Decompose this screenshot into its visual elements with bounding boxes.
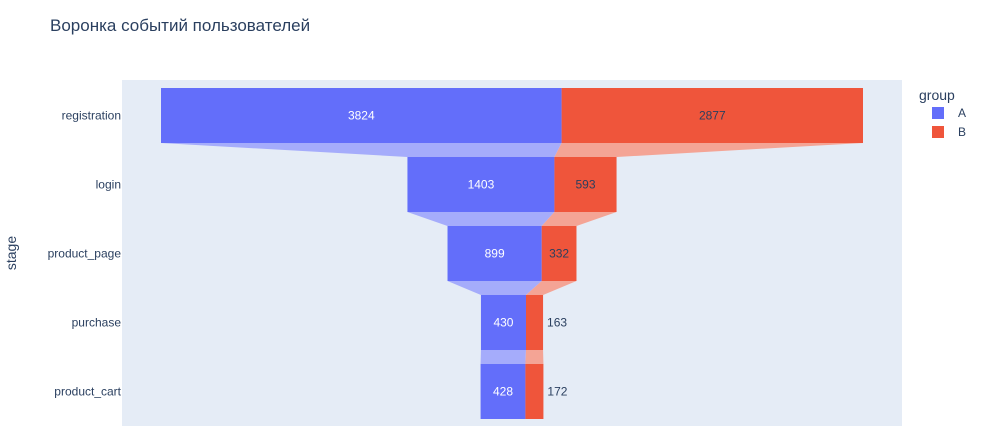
bar-label-a-product_cart: 428 (493, 385, 513, 399)
bar-label-a-registration: 3824 (348, 109, 375, 123)
bar-label-a-purchase: 430 (493, 316, 513, 330)
bar-label-b-login: 593 (575, 178, 595, 192)
legend-label-B[interactable]: B (958, 125, 966, 139)
connector-a (161, 143, 562, 157)
bar-layer (161, 88, 863, 419)
bar-a-purchase[interactable] (480, 295, 526, 350)
bar-b-registration[interactable] (561, 88, 863, 143)
bar-a-product_cart[interactable] (480, 364, 526, 419)
y-axis-title: stage (3, 236, 19, 270)
connector-a (480, 350, 526, 364)
bar-a-registration[interactable] (161, 88, 562, 143)
bar-a-product_page[interactable] (447, 226, 542, 281)
bar-label-layer: 3824 2877 1403 593 899 332 430 163 428 172 (348, 109, 726, 399)
connector-b (525, 281, 577, 295)
legend-swatch-A[interactable] (932, 107, 944, 119)
bar-label-a-product_page: 899 (485, 247, 505, 261)
chart-title: Воронка событий пользователей (50, 16, 310, 35)
connector-a (407, 212, 555, 226)
bar-b-login[interactable] (554, 157, 617, 212)
bar-label-a-login: 1403 (468, 178, 495, 192)
y-tick-product_cart: product_cart (54, 385, 121, 399)
legend-swatch-B[interactable] (932, 126, 944, 138)
legend-title: group (919, 87, 955, 103)
bar-b-product_page[interactable] (541, 226, 577, 281)
bar-b-purchase[interactable] (525, 295, 544, 350)
y-axis-ticks: registration login product_page purchase pro… (48, 109, 122, 399)
connector-b (541, 212, 617, 226)
bar-label-b-product_cart: 172 (547, 385, 567, 399)
legend-items: AB (932, 106, 966, 139)
bar-a-login[interactable] (407, 157, 555, 212)
bar-label-b-purchase: 163 (547, 316, 567, 330)
legend-label-A[interactable]: A (958, 106, 966, 120)
y-tick-purchase: purchase (72, 316, 122, 330)
y-tick-login: login (96, 178, 121, 192)
connector-b (525, 350, 544, 364)
legend[interactable]: group AB (919, 87, 966, 139)
bar-b-product_cart[interactable] (525, 364, 544, 419)
bar-label-b-registration: 2877 (699, 109, 726, 123)
connector-b (554, 143, 863, 157)
connector-a (447, 281, 542, 295)
bar-label-b-product_page: 332 (549, 247, 569, 261)
y-tick-registration: registration (62, 109, 121, 123)
connector-layer (161, 143, 863, 364)
y-tick-product_page: product_page (48, 247, 122, 261)
